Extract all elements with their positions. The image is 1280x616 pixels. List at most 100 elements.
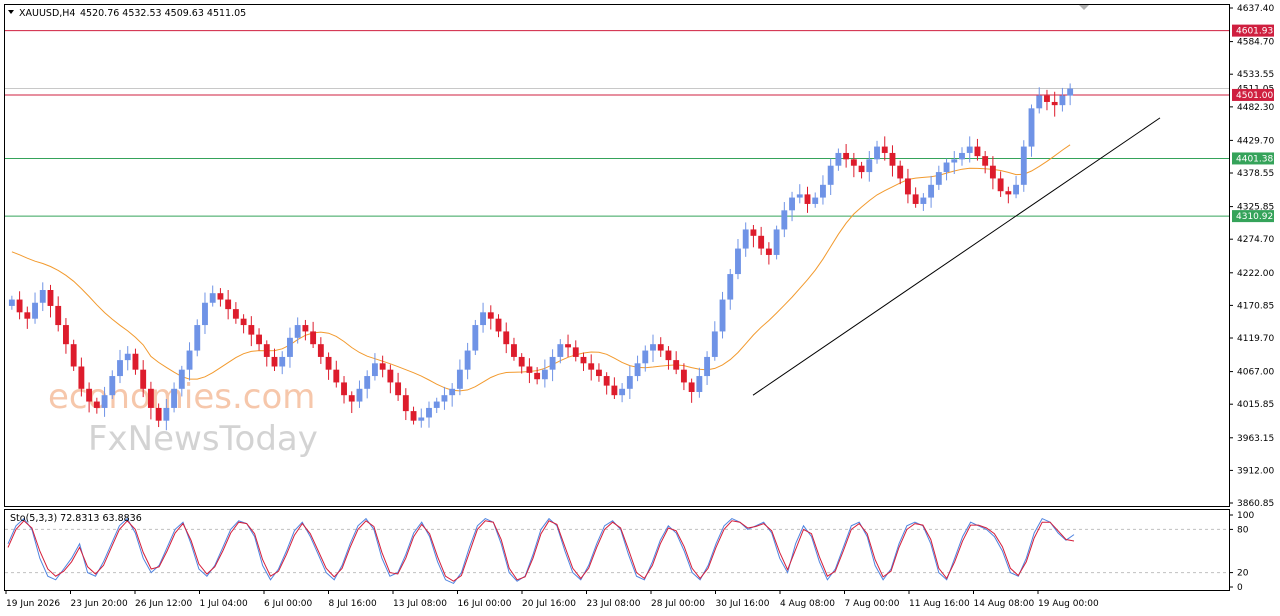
candle-body [850,159,857,166]
candle-body [78,366,85,389]
candle-body [518,356,525,367]
time-tick-label: 16 Jul 00:00 [458,599,512,609]
time-tick-label: 26 Jun 12:00 [135,599,192,609]
price-tick-label: 4378.55 [1237,169,1274,179]
time-tick-label: 11 Aug 16:00 [909,599,970,609]
stoch-tick-label: 80 [1237,525,1249,535]
time-tick-label: 4 Aug 08:00 [780,599,835,609]
candle-body [171,388,178,408]
price-tick-label: 4325.85 [1237,203,1274,213]
candle-body [804,194,811,204]
level-badge [1232,88,1274,101]
candle-body [232,309,239,319]
candle-body [789,197,795,211]
candle-body [750,229,757,236]
candle-body [580,356,587,364]
candle-body [904,178,911,195]
candle-body [765,248,772,255]
candle-body [858,165,865,173]
candle-body [796,194,803,198]
candle-body [827,165,834,185]
candle-body [371,363,378,377]
candle-body [920,197,927,204]
candle-body [24,312,31,319]
price-tick-label: 4637.40 [1237,4,1274,14]
stoch-tick-label: 100 [1237,511,1254,521]
candle-body [356,388,363,402]
candle-body [912,194,919,204]
price-tick-label: 4119.70 [1237,334,1274,344]
candle-body [549,356,556,370]
candle-body [163,407,170,421]
level-badge [1232,210,1274,223]
price-tick-label: 4067.00 [1237,368,1274,378]
candle-body [410,411,417,421]
candle-body [93,401,100,408]
candles [8,83,1074,431]
candle-body [1013,184,1020,195]
candle-body [248,325,255,335]
candle-body [874,146,880,160]
price-tick-label: 3860.85 [1237,499,1274,509]
candle-body [55,305,62,326]
candle-body [364,376,371,389]
time-tick-label: 19 Jun 2026 [6,599,60,609]
price-axis: 4637.40 4584.70 4533.55 4482.30 4429.70 4378.… [1229,4,1274,509]
candle-body [704,356,711,377]
candle-body [982,156,989,166]
time-tick-label: 30 Jul 16:00 [716,599,770,609]
candle-body [511,344,517,357]
level-badge [1232,152,1274,165]
moving-average [11,144,1071,392]
candle-body [935,172,942,185]
candle-body [526,366,533,373]
time-tick-label: 7 Aug 00:00 [845,599,900,609]
scroll-marker-icon[interactable] [1079,5,1089,10]
trendline [752,117,1161,396]
candle-body [178,369,185,389]
candle-body [1028,108,1035,147]
candle-body [1051,101,1058,106]
candle-body [279,356,286,367]
candle-body [812,197,819,204]
time-axis: 19 Jun 2026 23 Jun 20:00 26 Jun 12:00 1 Jul… [5,590,1099,609]
ohlc-label: 4520.76 4532.53 4509.63 4511.05 [80,8,246,19]
candle-body [719,299,726,332]
candle-body [1005,191,1012,195]
level-badge [1232,24,1274,37]
stoch-axis: 100 80 20 0 [1229,511,1254,593]
candle-body [657,344,664,351]
time-tick-label: 23 Jul 08:00 [587,599,641,609]
candle-body [673,360,680,370]
candle-body [225,299,232,310]
stochastic-lines [5,517,1229,585]
candle-body [472,325,479,351]
candle-body [186,350,193,370]
candle-body [480,312,487,326]
candle-body [294,325,301,338]
candle-body [557,344,564,357]
candle-body [256,334,262,345]
trendline-line [752,117,1161,396]
candle-body [47,290,54,306]
candle-body [495,318,502,332]
stoch-signal-line [7,520,1075,582]
candle-body [889,152,896,166]
level-badge-text: 4401.38 [1236,154,1273,164]
time-tick-label: 13 Jul 08:00 [393,599,447,609]
candle-body [928,184,935,198]
stoch-tick-label: 20 [1237,569,1249,579]
candle-body [881,146,888,153]
price-tick-label: 4533.55 [1237,70,1274,80]
watermark-line2: FxNewsToday [88,419,318,459]
collapse-triangle-icon[interactable] [8,10,14,14]
price-tick-label: 4015.85 [1237,400,1274,410]
candle-body [619,388,626,396]
level-badge-text: 4501.00 [1236,91,1273,101]
candle-body [943,162,950,173]
stoch-tick-label: 0 [1237,583,1243,593]
candle-body [1020,146,1027,185]
time-tick-label: 20 Jul 16:00 [522,599,576,609]
